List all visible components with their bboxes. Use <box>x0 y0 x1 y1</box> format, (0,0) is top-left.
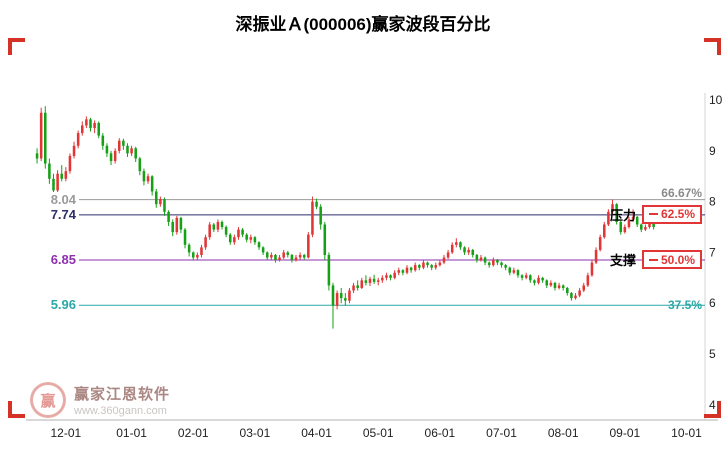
corner-mark-top-right <box>704 38 721 55</box>
svg-text:09-01: 09-01 <box>609 426 640 440</box>
svg-text:4: 4 <box>709 398 716 412</box>
corner-mark-top-left <box>8 38 25 55</box>
svg-text:10: 10 <box>709 93 723 107</box>
svg-text:6: 6 <box>709 296 716 310</box>
level-lines-layer <box>28 199 705 306</box>
svg-text:9: 9 <box>709 144 716 158</box>
axes-layer: 10 9 8 7 6 5 4 12-01 01-01 02-01 03-01 04-01 05-01 06… <box>26 93 723 440</box>
svg-text:03-01: 03-01 <box>240 426 271 440</box>
svg-text:8: 8 <box>709 195 716 209</box>
support-pct-badge: 50.0% <box>641 250 702 270</box>
brand-logo-char: 赢 <box>40 392 56 410</box>
svg-text:01-01: 01-01 <box>116 426 147 440</box>
resistance-label: 压力 <box>609 207 636 223</box>
price-level-label-8-04: 8.04 <box>26 191 79 208</box>
level-tick-dash-icon <box>648 213 658 216</box>
price-level-label-6-85: 6.85 <box>26 252 79 269</box>
support-label: 支撑 <box>609 253 636 269</box>
resistance-row: 压力 62.5% <box>609 204 702 224</box>
watermark-brand-text: 赢家江恩软件 <box>74 386 171 403</box>
pct-level-label-66-67: 66.67% <box>661 185 702 200</box>
svg-text:04-01: 04-01 <box>301 426 332 440</box>
svg-text:02-01: 02-01 <box>178 426 209 440</box>
brand-logo-icon: 赢 <box>30 382 66 418</box>
watermark: 赢 赢家江恩软件 www.360gann.com <box>30 382 170 418</box>
resistance-pct-badge: 62.5% <box>641 204 702 224</box>
svg-text:7: 7 <box>709 245 716 259</box>
price-level-label-7-74: 7.74 <box>26 206 79 223</box>
svg-text:07-01: 07-01 <box>486 426 517 440</box>
support-pct-value: 50.0% <box>660 252 695 267</box>
price-level-label-5-96: 5.96 <box>26 297 79 314</box>
resistance-pct-value: 62.5% <box>660 207 695 222</box>
corner-mark-bottom-left <box>8 401 25 418</box>
svg-text:08-01: 08-01 <box>548 426 579 440</box>
watermark-url-text: www.360gann.com <box>74 405 167 417</box>
pct-level-label-37-5: 37.5% <box>667 298 702 313</box>
level-tick-dash-icon <box>648 258 658 261</box>
svg-text:12-01: 12-01 <box>50 426 81 440</box>
svg-text:05-01: 05-01 <box>363 426 394 440</box>
corner-mark-bottom-right <box>704 401 721 418</box>
candles-layer <box>35 106 655 329</box>
svg-text:06-01: 06-01 <box>425 426 456 440</box>
svg-text:5: 5 <box>709 347 716 361</box>
svg-text:10-01: 10-01 <box>671 426 702 440</box>
support-row: 支撑 50.0% <box>609 250 702 270</box>
chart-title: 深振业Ａ(000006)赢家波段百分比 <box>235 15 491 34</box>
